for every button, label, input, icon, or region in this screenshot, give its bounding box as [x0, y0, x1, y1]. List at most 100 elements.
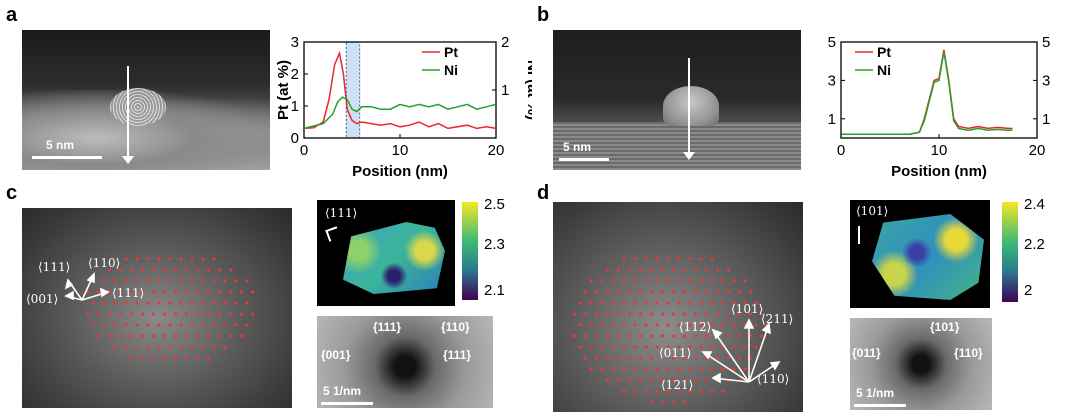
atom-marker [699, 367, 703, 371]
y-tick-label: 1 [828, 111, 836, 128]
atom-marker [677, 279, 681, 283]
atom-marker [239, 290, 244, 294]
atom-marker [633, 389, 637, 393]
atom-marker [206, 290, 211, 294]
atom-marker [622, 257, 626, 261]
atom-marker [726, 290, 731, 294]
atom-marker [715, 268, 720, 272]
atom-marker [195, 312, 200, 316]
atom-marker [206, 312, 211, 316]
atom-marker [173, 268, 178, 272]
atom-marker [671, 312, 676, 316]
atom-marker [250, 290, 255, 294]
atom-marker [572, 312, 577, 316]
atom-marker [605, 290, 610, 294]
atom-marker [737, 290, 742, 294]
atom-marker [129, 290, 134, 294]
atom-marker [660, 356, 665, 360]
linescan-arrow [688, 58, 690, 156]
legend-label: Pt [444, 44, 458, 60]
x-tick-label: 20 [488, 142, 505, 159]
atom-marker [649, 356, 654, 360]
atom-marker [140, 268, 145, 272]
legend-label: Ni [877, 62, 891, 78]
atom-marker [666, 367, 670, 371]
atom-marker [677, 345, 681, 349]
atom-marker [245, 323, 249, 327]
atom-marker [135, 279, 139, 283]
direction-label: ⟨110⟩ [88, 256, 121, 270]
atom-marker [162, 334, 167, 338]
atom-marker [682, 312, 687, 316]
atom-marker [638, 290, 643, 294]
fft-label: {011} [852, 346, 881, 360]
atom-marker [627, 268, 632, 272]
atom-marker [682, 400, 687, 404]
atom-marker [184, 268, 189, 272]
atom-marker [179, 279, 183, 283]
atom-marker [715, 356, 720, 360]
atom-marker [688, 257, 692, 261]
atom-marker [704, 268, 709, 272]
atom-marker [710, 345, 714, 349]
atom-marker [118, 334, 123, 338]
atom-marker [195, 290, 200, 294]
atom-marker [113, 301, 117, 305]
atom-marker [234, 279, 238, 283]
atom-marker [140, 290, 145, 294]
atom-marker [748, 312, 753, 316]
atom-marker [234, 301, 238, 305]
atom-marker [616, 378, 621, 382]
colorbar-c [462, 202, 478, 300]
atom-marker [671, 356, 676, 360]
y-right-axis-label: Ni (at %) [524, 60, 532, 120]
atom-marker [594, 312, 599, 316]
atom-marker [710, 323, 714, 327]
atom-marker [91, 301, 95, 305]
atom-marker [726, 268, 731, 272]
atom-marker [157, 301, 161, 305]
atom-marker [212, 345, 216, 349]
atom-marker [655, 345, 659, 349]
chart-a: 0 10 20 0 1 2 3 1 2 Position (nm) Pt (at %) Ni (at … [275, 34, 532, 180]
x-tick-label: 0 [837, 142, 845, 159]
atom-marker [600, 279, 604, 283]
atom-marker [179, 257, 183, 261]
atom-marker [135, 345, 139, 349]
atom-marker [627, 356, 632, 360]
atom-marker [228, 312, 233, 316]
atom-marker [129, 356, 134, 360]
atom-marker [655, 367, 659, 371]
atom-marker [644, 257, 648, 261]
atom-marker [589, 345, 593, 349]
y-right-tick-label: 2 [501, 34, 509, 51]
atom-marker [179, 301, 183, 305]
atom-marker [96, 312, 101, 316]
atom-marker [162, 356, 167, 360]
atom-marker [190, 345, 194, 349]
stem-image-d: ⟨101⟩ ⟨211⟩ ⟨112⟩ ⟨011⟩ ⟨121⟩ ⟨110⟩ [553, 202, 803, 412]
atom-marker [649, 268, 654, 272]
atom-marker [633, 323, 637, 327]
scalebar-label-c: 5 1/nm [323, 384, 362, 398]
atom-marker [184, 312, 189, 316]
atom-marker [638, 334, 643, 338]
atom-marker [217, 334, 222, 338]
atom-marker [627, 290, 632, 294]
scalebar-a [32, 156, 102, 159]
atom-marker [600, 367, 604, 371]
atom-marker [671, 334, 676, 338]
atom-marker [611, 301, 615, 305]
atom-marker [572, 334, 577, 338]
atom-marker [102, 323, 106, 327]
atom-marker [622, 389, 626, 393]
atom-marker [732, 323, 736, 327]
atom-marker [162, 312, 167, 316]
atom-marker [228, 268, 233, 272]
atom-marker [217, 268, 222, 272]
stem-image-b: 5 nm [553, 30, 801, 170]
atom-marker [655, 257, 659, 261]
atom-marker [688, 345, 692, 349]
atom-marker [677, 389, 681, 393]
atom-marker [245, 301, 249, 305]
